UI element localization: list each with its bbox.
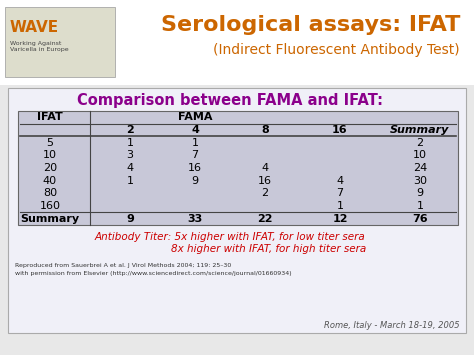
- Text: 9: 9: [126, 214, 134, 224]
- Text: 22: 22: [257, 214, 273, 224]
- Text: 20: 20: [43, 163, 57, 173]
- Text: 9: 9: [417, 189, 424, 198]
- Text: 1: 1: [337, 201, 344, 211]
- Text: 33: 33: [187, 214, 202, 224]
- Text: 12: 12: [332, 214, 348, 224]
- FancyBboxPatch shape: [18, 111, 458, 225]
- Text: 4: 4: [191, 125, 199, 135]
- Text: 16: 16: [258, 176, 272, 186]
- FancyBboxPatch shape: [8, 88, 466, 333]
- Text: 40: 40: [43, 176, 57, 186]
- Text: 2: 2: [126, 125, 134, 135]
- Text: 3: 3: [127, 150, 134, 160]
- Text: 2: 2: [262, 189, 269, 198]
- Text: Serological assays: IFAT: Serological assays: IFAT: [161, 15, 460, 35]
- Text: 4: 4: [337, 176, 344, 186]
- Text: 1: 1: [127, 138, 134, 148]
- Text: 1: 1: [191, 138, 199, 148]
- Text: 160: 160: [39, 201, 61, 211]
- Text: 2: 2: [417, 138, 424, 148]
- Text: 9: 9: [191, 176, 199, 186]
- Text: 10: 10: [413, 150, 427, 160]
- Text: Antibody Titer: 5x higher with IFAT, for low titer sera: Antibody Titer: 5x higher with IFAT, for…: [95, 232, 365, 242]
- Text: 10: 10: [43, 150, 57, 160]
- Text: Varicella in Europe: Varicella in Europe: [10, 48, 69, 53]
- Text: 30: 30: [413, 176, 427, 186]
- Text: 1: 1: [417, 201, 423, 211]
- Text: 4: 4: [127, 163, 134, 173]
- Text: Summary: Summary: [20, 214, 80, 224]
- Text: 76: 76: [412, 214, 428, 224]
- Text: Working Against: Working Against: [10, 40, 61, 45]
- Text: 1: 1: [127, 176, 134, 186]
- Text: Comparison between FAMA and IFAT:: Comparison between FAMA and IFAT:: [77, 93, 383, 108]
- Text: 4: 4: [262, 163, 269, 173]
- Text: 7: 7: [337, 189, 344, 198]
- Text: (Indirect Fluorescent Antibody Test): (Indirect Fluorescent Antibody Test): [213, 43, 460, 57]
- Text: 80: 80: [43, 189, 57, 198]
- Text: 5: 5: [46, 138, 54, 148]
- Text: 24: 24: [413, 163, 427, 173]
- Text: Summary: Summary: [390, 125, 450, 135]
- Text: IFAT: IFAT: [37, 112, 63, 122]
- Text: Reproduced from Sauerbrei A et al. J Virol Methods 2004; 119: 25–30: Reproduced from Sauerbrei A et al. J Vir…: [15, 262, 231, 268]
- Text: 7: 7: [191, 150, 199, 160]
- Text: Rome, Italy - March 18-19, 2005: Rome, Italy - March 18-19, 2005: [324, 321, 460, 329]
- Text: WAVE: WAVE: [10, 20, 59, 34]
- Text: 16: 16: [188, 163, 202, 173]
- Text: with permission from Elsevier (http://www.sciencedirect.com/science/journal/0166: with permission from Elsevier (http://ww…: [15, 271, 292, 275]
- Text: 16: 16: [332, 125, 348, 135]
- FancyBboxPatch shape: [5, 7, 115, 77]
- FancyBboxPatch shape: [0, 0, 474, 85]
- Text: 8: 8: [261, 125, 269, 135]
- Text: FAMA: FAMA: [178, 112, 212, 122]
- Text: 8x higher with IFAT, for high titer sera: 8x higher with IFAT, for high titer sera: [93, 244, 366, 254]
